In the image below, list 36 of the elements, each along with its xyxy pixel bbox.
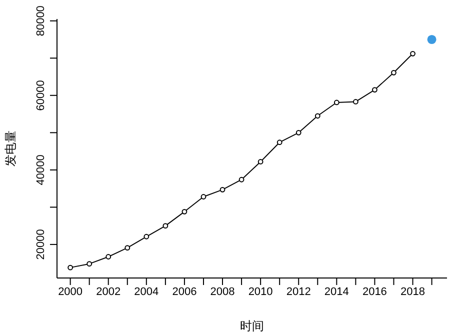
point [276, 140, 282, 146]
x-tick-label: 2002 [96, 286, 121, 298]
point [352, 99, 358, 104]
point [372, 87, 378, 93]
point [427, 34, 436, 44]
point [410, 50, 416, 56]
y-axis-title: 发电量 [3, 130, 18, 166]
point [391, 70, 396, 76]
point [200, 194, 206, 200]
point [182, 208, 188, 214]
point [238, 176, 244, 182]
point [86, 261, 92, 267]
x-axis-title: 时间 [240, 319, 264, 333]
y-tick-label: 20000 [35, 229, 47, 260]
point [334, 100, 340, 106]
x-tick-label: 2016 [362, 286, 387, 298]
point [106, 254, 112, 260]
point [144, 234, 150, 240]
point [296, 130, 302, 136]
x-tick-label: 2000 [58, 286, 83, 298]
x-tick-label: 2004 [134, 286, 159, 298]
x-tick-label: 2012 [286, 286, 311, 298]
y-tick-label: 60000 [35, 80, 47, 111]
x-tick-label: 2018 [400, 286, 425, 298]
y-tick-label: 80000 [35, 6, 47, 36]
point [258, 159, 264, 164]
x-tick-label: 2008 [210, 286, 235, 298]
point [162, 223, 168, 229]
point [124, 245, 130, 251]
point [220, 186, 226, 192]
x-tick-label: 2010 [248, 286, 273, 298]
y-tick-label: 40000 [35, 154, 47, 186]
point [68, 264, 74, 270]
x-tick-label: 2006 [172, 286, 197, 298]
point [314, 113, 320, 119]
x-tick-label: 2014 [324, 286, 349, 298]
